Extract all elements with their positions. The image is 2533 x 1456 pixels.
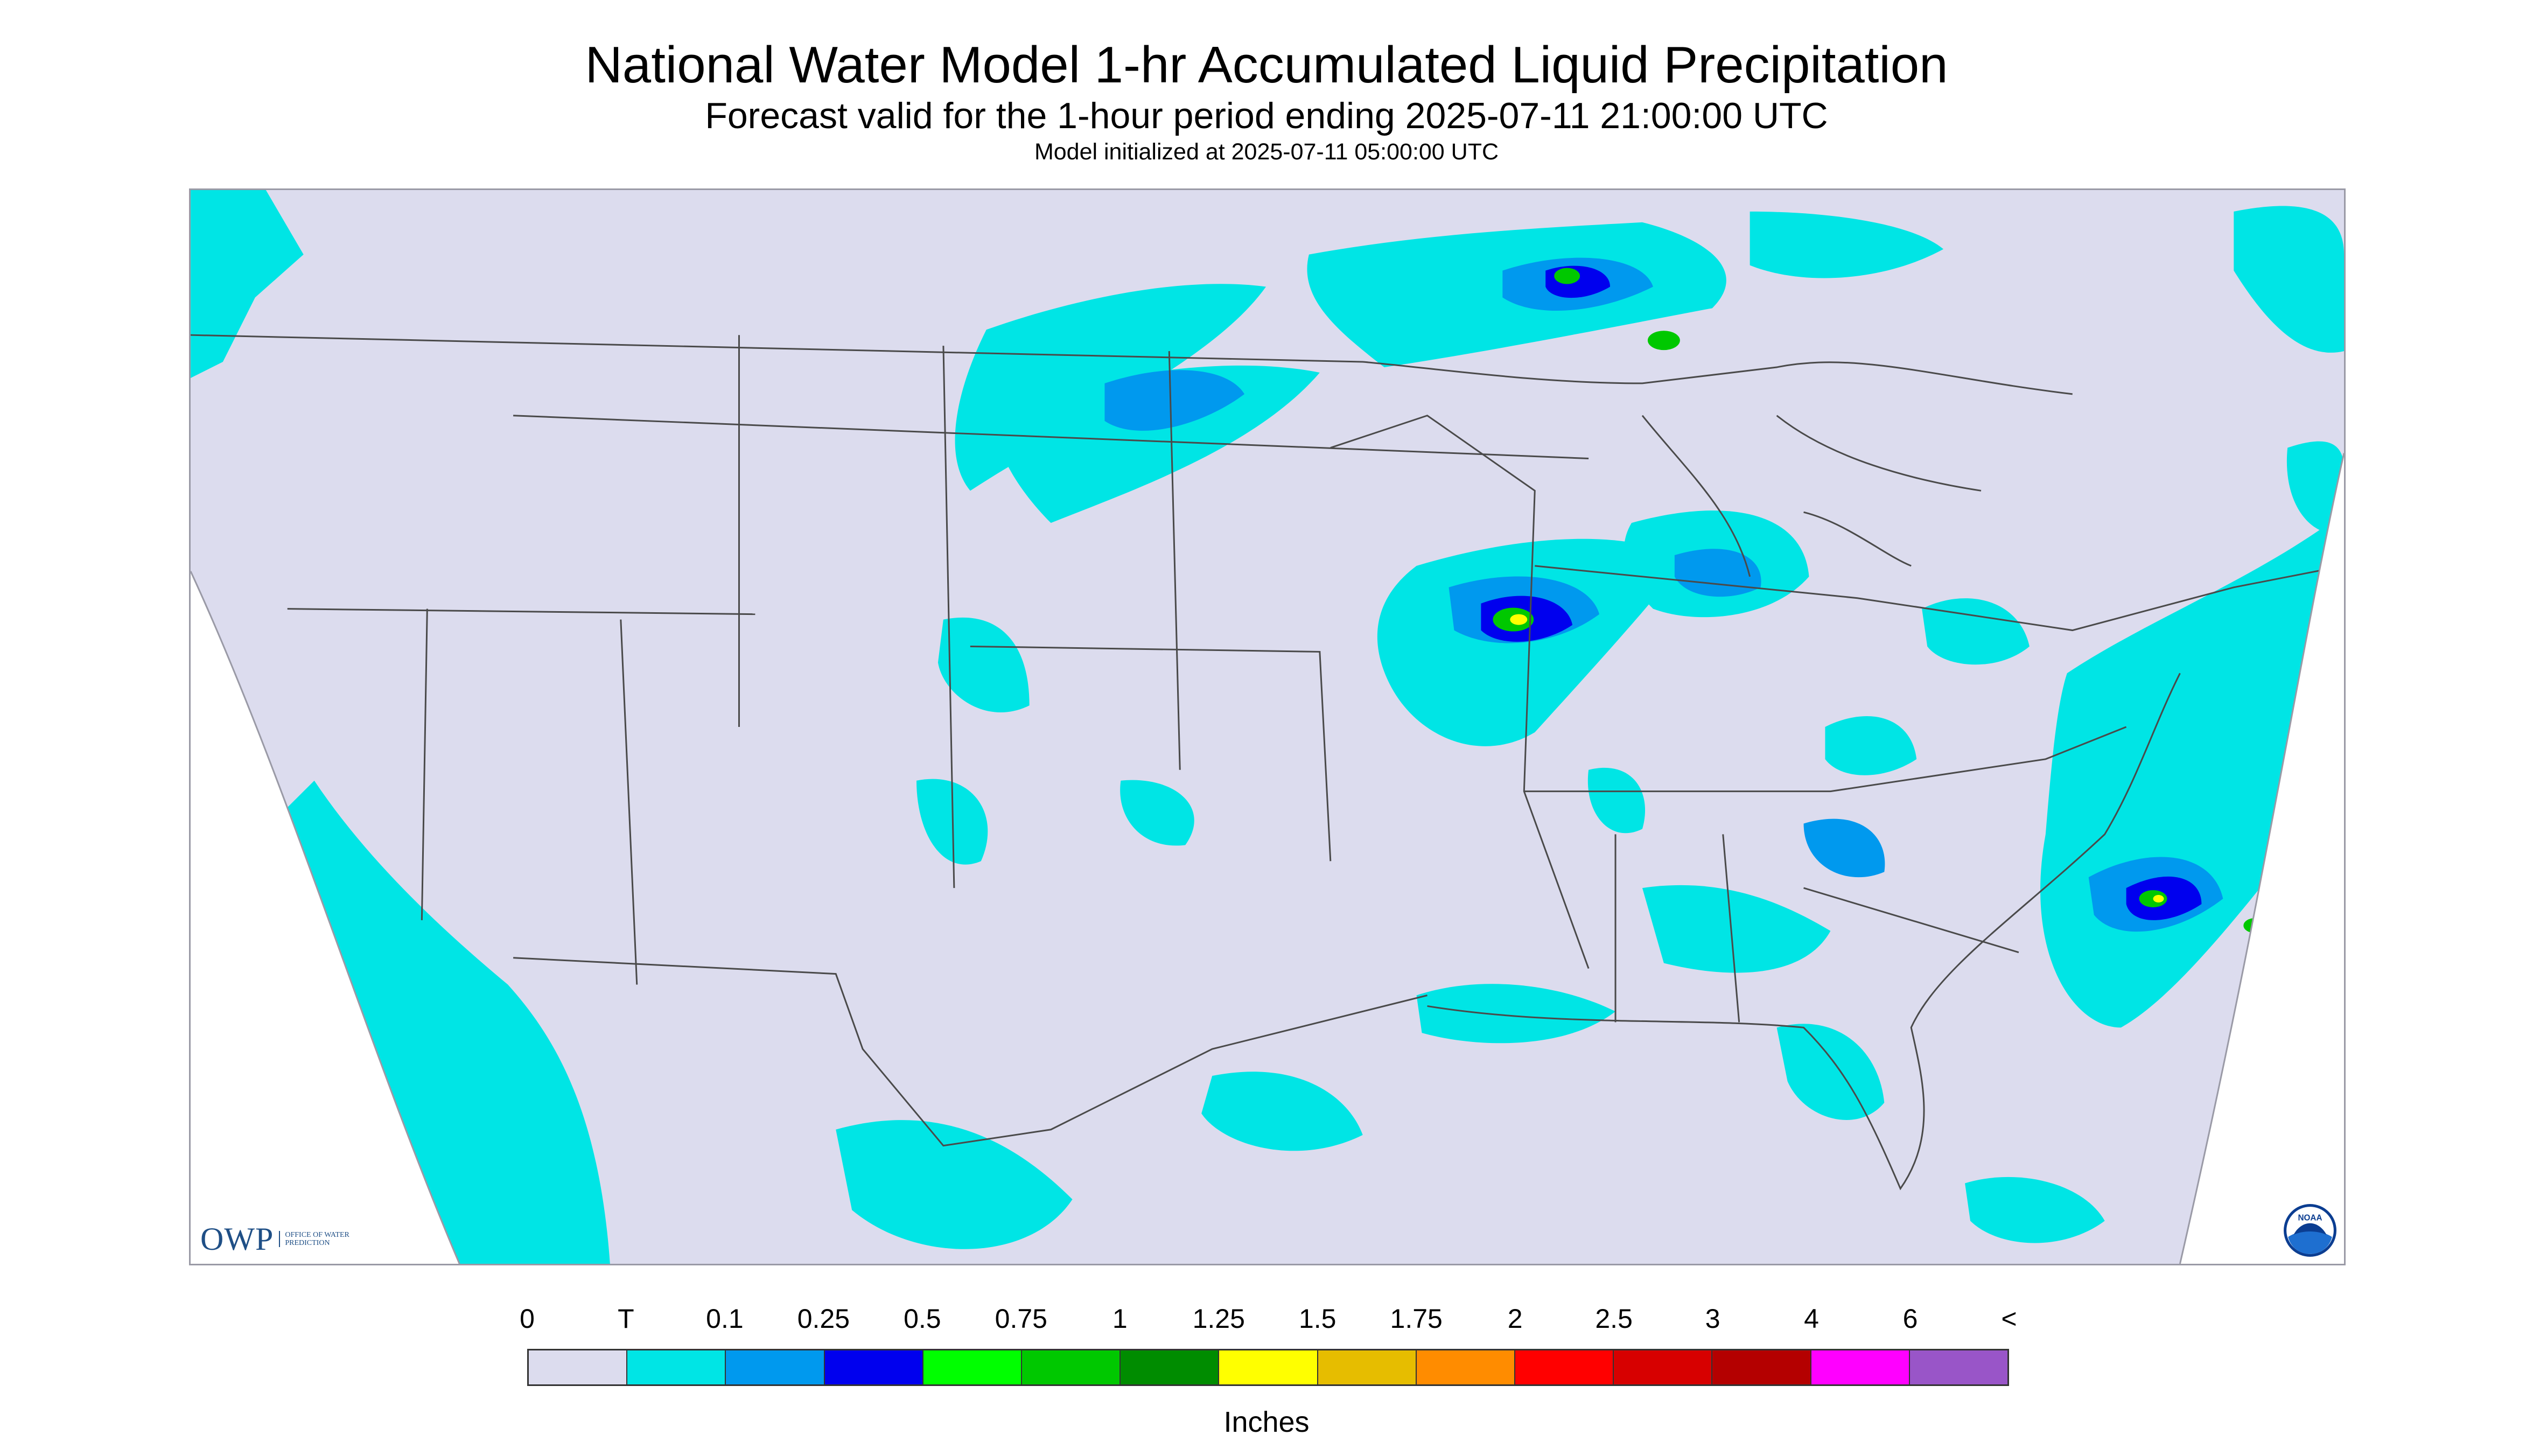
owp-logo-subtext: OFFICE OF WATER PREDICTION [279, 1231, 349, 1247]
legend-tick-label: 0.5 [904, 1304, 941, 1334]
legend-tick-label: 2 [1507, 1304, 1523, 1334]
forecast-valid-subtitle: Forecast valid for the 1-hour period end… [705, 95, 1828, 136]
legend-swatch [1318, 1350, 1417, 1384]
legend-swatch [1022, 1350, 1121, 1384]
legend-tick-label: 1 [1112, 1304, 1128, 1334]
legend-tick-label: 0.75 [995, 1304, 1047, 1334]
legend-tick-label: 0.25 [797, 1304, 850, 1334]
legend-tick-label: 6 [1902, 1304, 1918, 1334]
legend-swatch [726, 1350, 825, 1384]
legend-tick-label: 0.1 [706, 1304, 744, 1334]
legend-swatch [1614, 1350, 1713, 1384]
precip-heavy-cells [1493, 268, 2268, 933]
legend-swatch [1811, 1350, 1910, 1384]
legend-swatch [1416, 1350, 1516, 1384]
map-canvas [191, 190, 2344, 1264]
legend-swatch [824, 1350, 923, 1384]
precip-color-legend [527, 1349, 2009, 1386]
model-init-line: Model initialized at 2025-07-11 05:00:00… [1034, 139, 1499, 165]
legend-tick-label: 4 [1804, 1304, 1819, 1334]
legend-tick-label: 3 [1705, 1304, 1720, 1334]
legend-tick-label: 2.5 [1595, 1304, 1633, 1334]
legend-tick-label: 0 [520, 1304, 535, 1334]
political-boundaries [191, 334, 2344, 1191]
legend-swatch [923, 1350, 1023, 1384]
legend-tick-label: < [2001, 1304, 2017, 1334]
owp-logo: OWP OFFICE OF WATER PREDICTION [200, 1220, 349, 1258]
noaa-logo-text: NOAA [2298, 1214, 2322, 1223]
owp-logo-text: OWP [200, 1221, 274, 1257]
legend-swatch [529, 1350, 628, 1384]
precipitation-map: OWP OFFICE OF WATER PREDICTION NOAA [189, 188, 2346, 1265]
legend-swatch [1712, 1350, 1811, 1384]
legend-swatch [1219, 1350, 1318, 1384]
legend-tick-label: 1.75 [1390, 1304, 1443, 1334]
legend-tick-label: 1.25 [1192, 1304, 1245, 1334]
legend-swatch [1515, 1350, 1614, 1384]
legend-swatch [1909, 1350, 2008, 1384]
legend-swatch [627, 1350, 726, 1384]
legend-units-label: Inches [1223, 1406, 1310, 1438]
legend-tick-label: T [618, 1304, 634, 1334]
domain-edge-east [2179, 453, 2344, 1264]
map-title: National Water Model 1-hr Accumulated Li… [585, 36, 1948, 94]
noaa-logo: NOAA [2284, 1204, 2336, 1257]
legend-swatch [1121, 1350, 1220, 1384]
domain-edge-west [191, 571, 460, 1264]
legend-tick-label: 1.5 [1298, 1304, 1337, 1334]
